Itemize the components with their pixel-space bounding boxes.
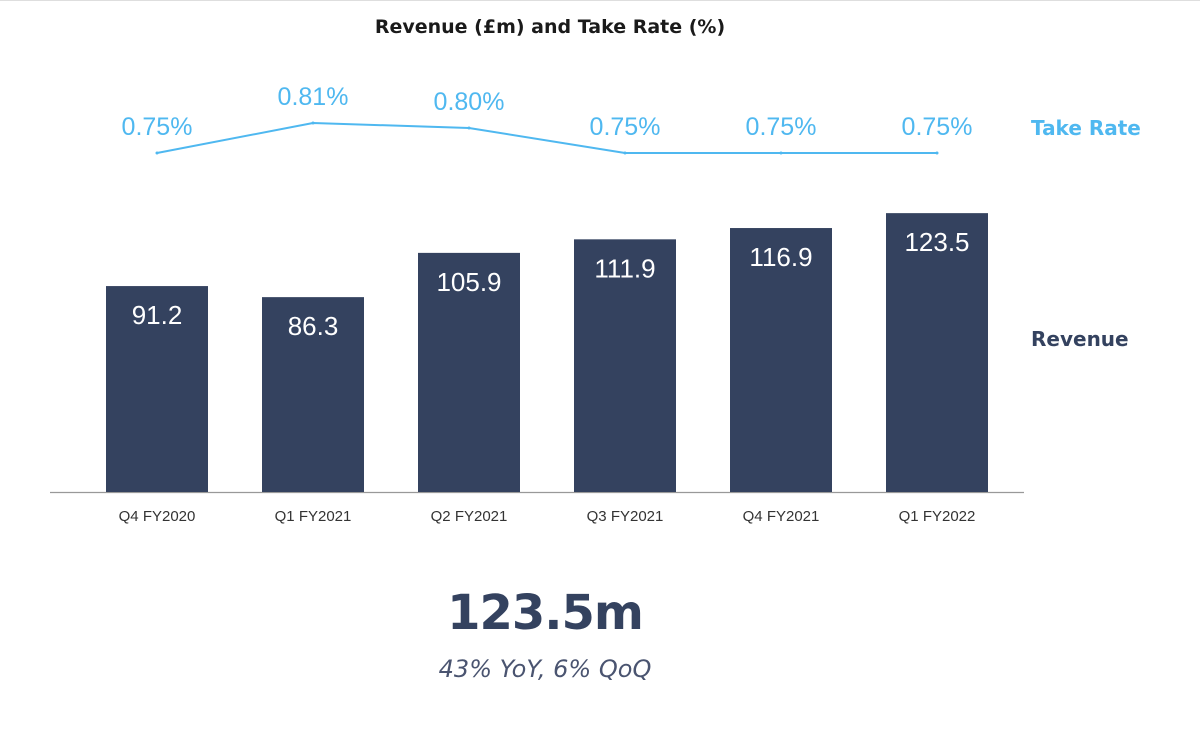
bar-revenue: [730, 228, 832, 492]
bar-data-label: 105.9: [436, 267, 501, 297]
take-rate-point: [311, 121, 315, 125]
take-rate-point: [779, 151, 783, 155]
x-tick-label: Q4 FY2021: [743, 508, 820, 525]
take-rate-data-label: 0.75%: [746, 113, 817, 141]
x-tick-label: Q4 FY2020: [119, 508, 196, 525]
take-rate-data-label: 0.80%: [434, 88, 505, 116]
bar-revenue: [262, 297, 364, 492]
take-rate-point: [155, 151, 159, 155]
legend-take-rate: Take Rate: [1031, 116, 1141, 140]
bar-data-label: 116.9: [749, 242, 812, 272]
x-tick-label: Q1 FY2022: [899, 508, 976, 525]
take-rate-data-label: 0.75%: [122, 113, 193, 141]
x-tick-label: Q3 FY2021: [587, 508, 664, 525]
take-rate-point: [935, 151, 939, 155]
bar-revenue: [574, 239, 676, 492]
take-rate-data-label: 0.75%: [902, 113, 973, 141]
bar-revenue: [418, 252, 520, 492]
kpi-subtitle: 43% YoY, 6% QoQ: [438, 655, 652, 683]
take-rate-data-label: 0.75%: [590, 113, 661, 141]
x-tick-label: Q2 FY2021: [431, 508, 508, 525]
take-rate-data-label: 0.81%: [278, 83, 349, 111]
take-rate-line: [156, 122, 937, 154]
bar-data-label: 123.5: [904, 227, 969, 257]
bar-data-label: 86.3: [288, 311, 339, 341]
bar-revenue: [886, 213, 988, 492]
top-divider: [0, 0, 1200, 1]
bar-data-label: 91.2: [132, 300, 183, 330]
legend-revenue: Revenue: [1031, 327, 1129, 351]
x-tick-label: Q1 FY2021: [275, 508, 352, 525]
bar-data-label: 111.9: [594, 253, 655, 283]
kpi-value: 123.5m: [447, 585, 644, 641]
chart-title: Revenue (£m) and Take Rate (%): [374, 16, 726, 38]
bar-revenue: [106, 286, 208, 492]
take-rate-point: [623, 151, 627, 155]
take-rate-point: [467, 126, 471, 130]
